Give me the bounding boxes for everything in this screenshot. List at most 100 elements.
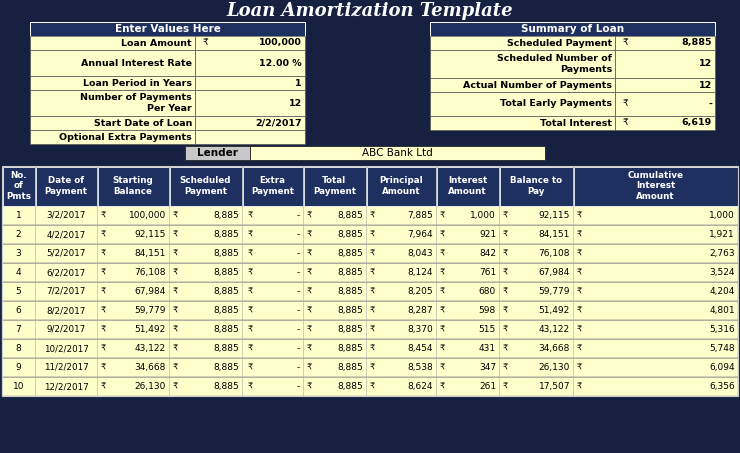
Text: ₹: ₹: [503, 249, 508, 258]
Text: ₹: ₹: [440, 230, 445, 239]
Text: ₹: ₹: [370, 230, 375, 239]
Text: 8,885: 8,885: [337, 287, 363, 296]
Text: 92,115: 92,115: [135, 230, 166, 239]
Text: 6,094: 6,094: [710, 363, 735, 372]
Text: ₹: ₹: [173, 344, 178, 353]
Text: 59,779: 59,779: [135, 306, 166, 315]
Text: 761: 761: [479, 268, 496, 277]
Text: 8,885: 8,885: [213, 325, 239, 334]
Text: 680: 680: [479, 287, 496, 296]
Text: ₹: ₹: [101, 287, 107, 296]
Text: Optional Extra Payments: Optional Extra Payments: [59, 132, 192, 141]
Bar: [2, 263, 738, 282]
Text: 1,000: 1,000: [709, 211, 735, 220]
Text: -: -: [297, 306, 300, 315]
Text: ₹: ₹: [623, 39, 629, 48]
Text: 8,287: 8,287: [408, 306, 433, 315]
Text: 8,885: 8,885: [213, 230, 239, 239]
Text: 17,507: 17,507: [539, 382, 570, 391]
Bar: [430, 50, 615, 78]
Text: ₹: ₹: [577, 211, 582, 220]
Text: -: -: [297, 325, 300, 334]
Bar: [30, 50, 195, 76]
Bar: [615, 78, 715, 92]
Text: ₹: ₹: [248, 268, 253, 277]
Text: 8,205: 8,205: [408, 287, 433, 296]
Bar: [30, 36, 195, 50]
Bar: [304, 167, 366, 206]
Text: Loan Period in Years: Loan Period in Years: [83, 78, 192, 87]
Text: 8,885: 8,885: [337, 230, 363, 239]
Text: ₹: ₹: [577, 382, 582, 391]
Text: ₹: ₹: [173, 306, 178, 315]
Text: Enter Values Here: Enter Values Here: [115, 24, 221, 34]
Text: 8,885: 8,885: [213, 382, 239, 391]
Text: -: -: [297, 249, 300, 258]
Text: 261: 261: [479, 382, 496, 391]
Text: 2,763: 2,763: [710, 249, 735, 258]
Text: ₹: ₹: [503, 211, 508, 220]
Text: Interest
Amount: Interest Amount: [448, 176, 487, 196]
Text: 59,779: 59,779: [539, 287, 570, 296]
Text: ₹: ₹: [503, 268, 508, 277]
Text: ₹: ₹: [370, 325, 375, 334]
Text: 76,108: 76,108: [539, 249, 570, 258]
Bar: [500, 167, 573, 206]
Text: 8,885: 8,885: [337, 211, 363, 220]
Text: 8,885: 8,885: [337, 325, 363, 334]
Text: ₹: ₹: [248, 363, 253, 372]
Text: ₹: ₹: [101, 268, 107, 277]
Text: ₹: ₹: [101, 382, 107, 391]
Text: 8: 8: [16, 344, 21, 353]
Text: 12/2/2017: 12/2/2017: [44, 382, 88, 391]
Text: ₹: ₹: [503, 363, 508, 372]
Text: 67,984: 67,984: [135, 287, 166, 296]
Bar: [2, 225, 738, 244]
Text: 8,885: 8,885: [337, 306, 363, 315]
Text: 5,316: 5,316: [709, 325, 735, 334]
Text: 8/2/2017: 8/2/2017: [47, 306, 86, 315]
Bar: [615, 50, 715, 78]
Text: 8,885: 8,885: [337, 344, 363, 353]
Bar: [430, 78, 615, 92]
Text: 7,885: 7,885: [407, 211, 433, 220]
Text: Total Interest: Total Interest: [540, 119, 612, 127]
Text: 8,885: 8,885: [337, 382, 363, 391]
Bar: [0, 166, 740, 208]
Text: 5/2/2017: 5/2/2017: [47, 249, 86, 258]
Bar: [574, 167, 738, 206]
Text: 431: 431: [479, 344, 496, 353]
Bar: [2, 377, 738, 396]
Text: ₹: ₹: [577, 230, 582, 239]
Text: 8,885: 8,885: [213, 287, 239, 296]
Text: ₹: ₹: [440, 306, 445, 315]
Text: ₹: ₹: [173, 249, 178, 258]
Text: ₹: ₹: [248, 325, 253, 334]
Bar: [2, 166, 738, 396]
Text: ₹: ₹: [248, 249, 253, 258]
Text: 12.00 %: 12.00 %: [260, 58, 302, 67]
Text: 84,151: 84,151: [135, 249, 166, 258]
Text: 2/2/2017: 2/2/2017: [255, 119, 302, 127]
Bar: [430, 22, 715, 36]
Text: 10: 10: [13, 382, 24, 391]
Text: ₹: ₹: [440, 344, 445, 353]
Text: 43,122: 43,122: [135, 344, 166, 353]
Text: Lender: Lender: [197, 148, 238, 158]
Text: -: -: [297, 287, 300, 296]
Bar: [2, 339, 738, 358]
Text: Scheduled Payment: Scheduled Payment: [507, 39, 612, 48]
Text: 8,124: 8,124: [408, 268, 433, 277]
Text: ₹: ₹: [503, 382, 508, 391]
Text: Start Date of Loan: Start Date of Loan: [94, 119, 192, 127]
Text: 6/2/2017: 6/2/2017: [47, 268, 86, 277]
Text: 7: 7: [16, 325, 21, 334]
Text: ₹: ₹: [503, 306, 508, 315]
Text: ₹: ₹: [203, 39, 209, 48]
Text: ₹: ₹: [248, 344, 253, 353]
Text: ₹: ₹: [503, 230, 508, 239]
Text: 842: 842: [479, 249, 496, 258]
Text: 11/2/2017: 11/2/2017: [44, 363, 88, 372]
Text: ₹: ₹: [370, 306, 375, 315]
Text: 12: 12: [699, 59, 712, 68]
